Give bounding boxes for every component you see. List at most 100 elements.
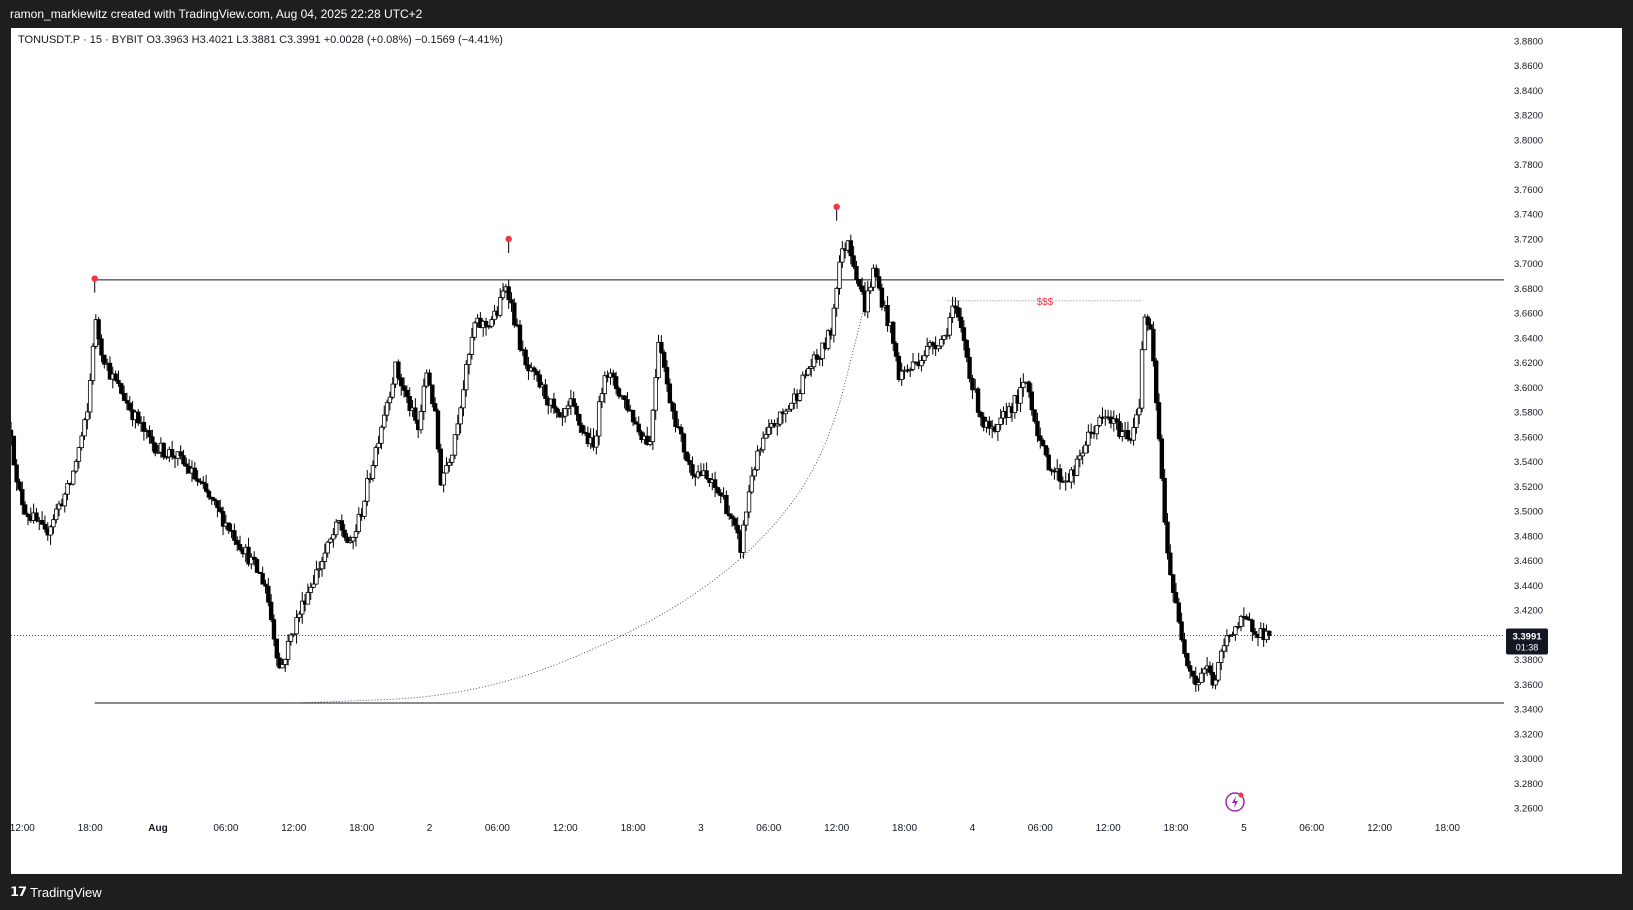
candle-body[interactable] — [251, 556, 257, 560]
candle-body[interactable] — [266, 585, 271, 603]
candle-body[interactable] — [76, 447, 82, 462]
candle-body[interactable] — [987, 420, 992, 429]
candle-body[interactable] — [534, 370, 540, 376]
candle-body[interactable] — [382, 414, 387, 428]
candle-body[interactable] — [164, 456, 169, 459]
candle-body[interactable] — [613, 376, 619, 390]
candle-body[interactable] — [1145, 316, 1150, 326]
candle-body[interactable] — [116, 379, 121, 384]
candle-body[interactable] — [373, 447, 378, 466]
candle-body[interactable] — [254, 559, 260, 573]
candle-body[interactable] — [342, 529, 347, 538]
candle-body[interactable] — [14, 464, 19, 483]
candle-body[interactable] — [806, 368, 811, 376]
candle-body[interactable] — [285, 640, 291, 660]
candle-body[interactable] — [1083, 444, 1088, 454]
candle-body[interactable] — [483, 320, 489, 327]
candle-body[interactable] — [1151, 328, 1156, 362]
tradingview-logo[interactable]: 𝟭𝟳 TradingView — [10, 884, 102, 900]
candle-body[interactable] — [958, 316, 964, 329]
candle-body[interactable] — [950, 305, 955, 318]
candle-body[interactable] — [455, 423, 460, 436]
candle-body[interactable] — [891, 321, 896, 344]
candle-body[interactable] — [1131, 427, 1136, 441]
candle-body[interactable] — [630, 409, 636, 423]
candle-body[interactable] — [1139, 349, 1145, 409]
candle-body[interactable] — [232, 530, 237, 541]
candle-body[interactable] — [517, 324, 523, 350]
candle-body[interactable] — [1148, 324, 1153, 330]
candle-body[interactable] — [690, 464, 695, 476]
candle-body[interactable] — [1207, 665, 1213, 673]
candle-body[interactable] — [868, 286, 873, 292]
candle-body[interactable] — [435, 410, 441, 450]
candle-body[interactable] — [554, 407, 559, 413]
candle-body[interactable] — [625, 399, 630, 411]
candle-body[interactable] — [647, 441, 653, 445]
candle-body[interactable] — [297, 613, 302, 618]
candle-body[interactable] — [998, 417, 1003, 425]
candle-body[interactable] — [107, 362, 113, 380]
candle-body[interactable] — [837, 261, 842, 289]
candle-body[interactable] — [1165, 521, 1170, 554]
candle-body[interactable] — [970, 378, 975, 391]
candle-body[interactable] — [452, 434, 458, 456]
candle-body[interactable] — [1018, 387, 1023, 404]
candle-body[interactable] — [551, 398, 557, 409]
candle-body[interactable] — [427, 372, 432, 386]
candle-body[interactable] — [444, 465, 449, 474]
candle-body[interactable] — [271, 619, 277, 640]
candle-body[interactable] — [73, 460, 79, 472]
candle-body[interactable] — [712, 479, 718, 489]
candle-body[interactable] — [469, 336, 475, 355]
candle-body[interactable] — [51, 519, 56, 528]
candle-body[interactable] — [571, 398, 576, 407]
candle-body[interactable] — [291, 633, 296, 636]
candle-body[interactable] — [121, 392, 127, 401]
candle-body[interactable] — [1074, 458, 1080, 476]
candle-body[interactable] — [466, 353, 472, 365]
candle-body[interactable] — [401, 385, 407, 391]
candle-body[interactable] — [577, 413, 582, 426]
candle-body[interactable] — [257, 572, 263, 574]
candle-body[interactable] — [198, 480, 203, 483]
candle-body[interactable] — [922, 355, 927, 361]
swing-high-marker[interactable] — [91, 275, 98, 282]
candle-body[interactable] — [237, 544, 243, 551]
candle-body[interactable] — [667, 383, 673, 404]
candle-body[interactable] — [1142, 316, 1148, 351]
candle-body[interactable] — [752, 469, 757, 477]
candle-body[interactable] — [645, 435, 650, 445]
candle-body[interactable] — [656, 341, 661, 378]
candle-body[interactable] — [333, 521, 339, 536]
candle-body[interactable] — [447, 461, 452, 466]
candle-body[interactable] — [209, 496, 214, 500]
candle-body[interactable] — [404, 389, 410, 397]
candle-body[interactable] — [489, 319, 494, 327]
candle-body[interactable] — [1238, 615, 1244, 627]
candle-body[interactable] — [305, 592, 311, 605]
candle-body[interactable] — [1137, 407, 1142, 416]
candle-body[interactable] — [636, 423, 641, 433]
candle-body[interactable] — [1097, 416, 1102, 426]
candle-body[interactable] — [102, 354, 107, 365]
candle-body[interactable] — [967, 356, 972, 379]
candle-body[interactable] — [283, 658, 288, 665]
candle-body[interactable] — [953, 305, 958, 308]
candle-body[interactable] — [235, 540, 240, 545]
candle-body[interactable] — [724, 494, 729, 515]
candle-body[interactable] — [136, 411, 141, 424]
candle-body[interactable] — [1159, 438, 1165, 479]
candle-body[interactable] — [161, 442, 166, 458]
candle-body[interactable] — [85, 411, 90, 421]
candle-body[interactable] — [1043, 445, 1049, 456]
candle-body[interactable] — [17, 481, 22, 490]
candle-body[interactable] — [964, 340, 969, 358]
candle-body[interactable] — [317, 568, 322, 571]
candle-body[interactable] — [246, 546, 251, 565]
candle-body[interactable] — [661, 352, 667, 368]
candle-body[interactable] — [789, 402, 794, 410]
candle-body[interactable] — [596, 401, 602, 437]
candle-body[interactable] — [704, 470, 709, 479]
candle-body[interactable] — [857, 278, 862, 287]
